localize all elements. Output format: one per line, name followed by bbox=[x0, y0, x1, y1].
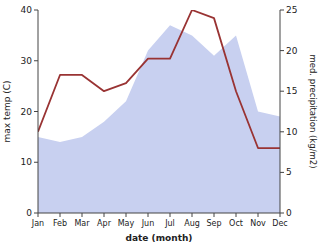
y2-tick bbox=[280, 172, 284, 173]
x-tick bbox=[170, 213, 171, 217]
x-tick bbox=[82, 213, 83, 217]
x-tick-label: Nov bbox=[250, 219, 266, 228]
y2-tick bbox=[280, 213, 284, 214]
x-tick bbox=[148, 213, 149, 217]
temperature-area bbox=[38, 25, 280, 213]
x-tick-label: Oct bbox=[229, 219, 243, 228]
y2-axis-line bbox=[280, 10, 281, 213]
y2-tick-label: 10 bbox=[286, 127, 298, 137]
x-tick bbox=[192, 213, 193, 217]
y2-tick bbox=[280, 91, 284, 92]
y2-tick bbox=[280, 10, 284, 11]
y-tick bbox=[34, 111, 38, 112]
y-tick bbox=[34, 10, 38, 11]
y-tick-label: 40 bbox=[21, 5, 33, 15]
y-tick bbox=[34, 213, 38, 214]
y-tick bbox=[34, 60, 38, 61]
x-axis-label: date (month) bbox=[126, 233, 193, 243]
chart: JanFebMarAprMayJunJulAugSepOctNovDec0102… bbox=[0, 0, 318, 247]
y2-tick-label: 20 bbox=[286, 46, 298, 56]
x-tick-label: Jun bbox=[141, 219, 155, 228]
x-tick bbox=[126, 213, 127, 217]
x-tick-label: Feb bbox=[53, 219, 67, 228]
x-tick-label: Sep bbox=[206, 219, 221, 228]
x-tick bbox=[60, 213, 61, 217]
x-tick-label: Mar bbox=[74, 219, 90, 228]
y-tick bbox=[34, 162, 38, 163]
plot-area bbox=[38, 10, 280, 213]
x-tick-label: May bbox=[118, 219, 135, 228]
y2-tick bbox=[280, 131, 284, 132]
y-tick-label: 10 bbox=[21, 157, 33, 167]
x-tick bbox=[214, 213, 215, 217]
y2-tick-label: 25 bbox=[286, 5, 297, 15]
x-tick-label: Dec bbox=[272, 219, 287, 228]
y2-tick-label: 5 bbox=[286, 167, 292, 177]
y-tick-label: 30 bbox=[21, 56, 33, 66]
x-tick-label: Apr bbox=[97, 219, 112, 228]
y2-tick-label: 0 bbox=[286, 208, 292, 218]
y2-tick-label: 15 bbox=[286, 86, 297, 96]
x-tick bbox=[258, 213, 259, 217]
x-tick bbox=[104, 213, 105, 217]
x-tick bbox=[38, 213, 39, 217]
y-tick-label: 20 bbox=[21, 107, 33, 117]
x-tick-label: Aug bbox=[184, 219, 200, 228]
y2-axis-label: med. precipitation (kg/m2) bbox=[308, 54, 318, 168]
x-axis-line bbox=[38, 213, 280, 214]
y-axis-label: max temp (C) bbox=[2, 80, 12, 142]
precipitation-line bbox=[38, 10, 280, 148]
x-tick bbox=[236, 213, 237, 217]
x-tick bbox=[280, 213, 281, 217]
y-tick-label: 0 bbox=[26, 208, 32, 218]
y2-tick bbox=[280, 50, 284, 51]
x-tick-label: Jan bbox=[31, 219, 44, 228]
x-tick-label: Jul bbox=[164, 219, 175, 228]
